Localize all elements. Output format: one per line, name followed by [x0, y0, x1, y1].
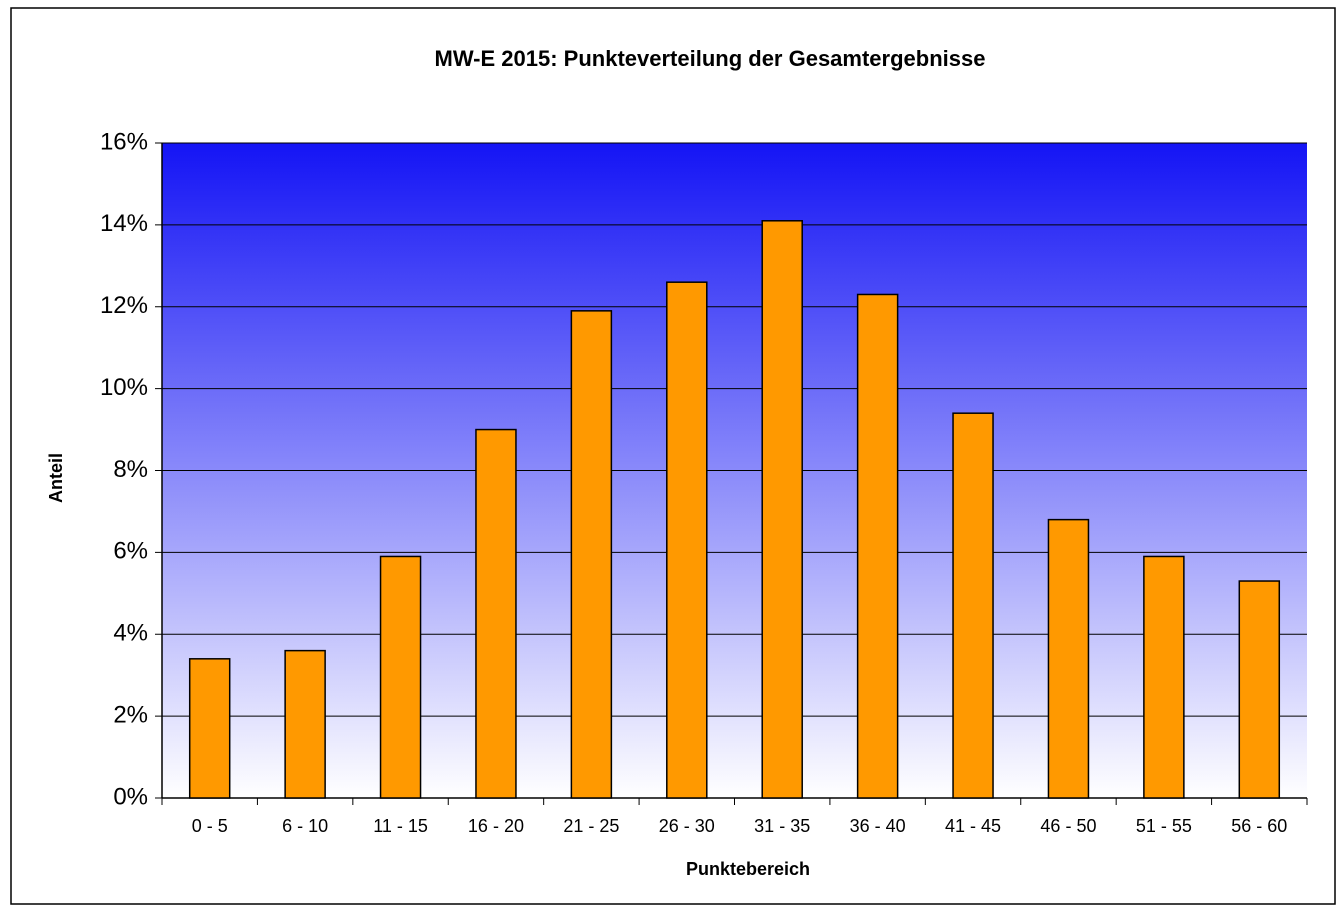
- x-tick-label: 46 - 50: [1040, 816, 1096, 836]
- x-tick-label: 11 - 15: [373, 816, 428, 836]
- y-tick-label: 16%: [100, 128, 148, 155]
- bar: [475, 428, 517, 799]
- bar: [856, 293, 899, 799]
- bar: [284, 649, 326, 799]
- y-tick-label: 6%: [113, 538, 148, 565]
- x-tick-label: 36 - 40: [850, 816, 906, 836]
- y-tick-label: 0%: [113, 783, 148, 810]
- x-tick-label: 16 - 20: [468, 816, 524, 836]
- y-tick-label: 10%: [100, 374, 148, 401]
- bar: [188, 658, 231, 799]
- x-tick-label: 0 - 5: [192, 816, 228, 836]
- x-tick-label: 6 - 10: [282, 816, 328, 836]
- bar: [570, 310, 613, 799]
- bar: [1047, 518, 1090, 799]
- x-tick-label: 31 - 35: [754, 816, 810, 836]
- bar: [379, 555, 422, 799]
- x-tick-label: 41 - 45: [945, 816, 1001, 836]
- y-tick-label: 2%: [113, 701, 148, 728]
- bar: [1238, 580, 1281, 799]
- x-axis-label: Punktebereich: [686, 859, 810, 879]
- y-axis-label: Anteil: [46, 453, 66, 503]
- x-tick-label: 56 - 60: [1231, 816, 1287, 836]
- bar: [761, 220, 803, 799]
- bar: [666, 281, 708, 799]
- y-tick-label: 14%: [100, 210, 148, 237]
- x-tick-label: 26 - 30: [659, 816, 715, 836]
- y-tick-label: 4%: [113, 620, 148, 647]
- bar: [952, 412, 994, 799]
- y-tick-label: 8%: [113, 456, 148, 483]
- x-tick-label: 21 - 25: [563, 816, 619, 836]
- chart-title: MW-E 2015: Punkteverteilung der Gesamter…: [435, 46, 986, 71]
- bar: [1143, 555, 1185, 799]
- x-tick-label: 51 - 55: [1136, 816, 1192, 836]
- y-tick-label: 12%: [100, 292, 148, 319]
